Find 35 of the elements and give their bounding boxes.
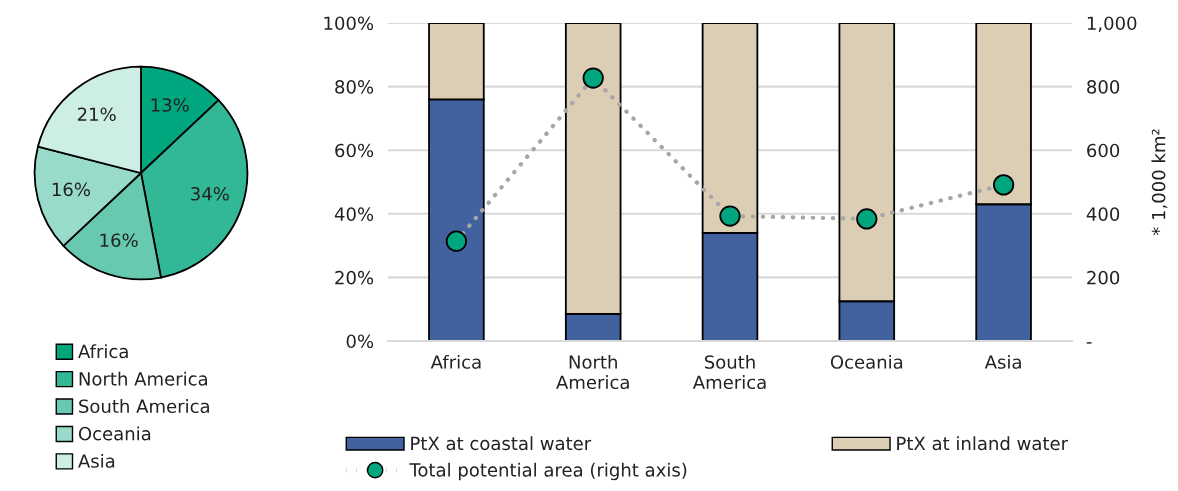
point <box>856 208 878 230</box>
y2-tick-label: 200 <box>1087 270 1120 285</box>
legend-label: Oceania <box>78 426 151 441</box>
y-tick-label: 80% <box>335 80 374 94</box>
y-tick-label: 0% <box>346 334 374 349</box>
data-label: 13% <box>151 98 189 112</box>
x-tick-label: Africa <box>430 354 481 369</box>
data-label: 21% <box>77 107 116 122</box>
legend-label: PtX at inland water <box>897 436 1069 451</box>
y2-tick-label: - <box>1086 342 1092 344</box>
x-tick-label: South America <box>692 354 766 390</box>
y-tick-label: 100% <box>324 16 374 31</box>
y-tick-label: 60% <box>335 143 374 158</box>
x-tick-label: Oceania <box>830 354 903 369</box>
data-label: 16% <box>52 182 90 197</box>
y-tick-label: 40% <box>334 207 374 221</box>
y2-tick-label: 600 <box>1087 143 1120 158</box>
legend-label: Total potential area (right axis) <box>409 462 687 481</box>
y-tick-label: 20% <box>335 270 374 285</box>
y2-tick-label: 800 <box>1087 80 1120 94</box>
point <box>445 230 468 252</box>
legend-label: PtX at coastal water <box>411 436 592 451</box>
data-label: 34% <box>191 186 229 201</box>
legend-label: Asia <box>78 453 115 468</box>
legend-label: Africa <box>78 344 128 359</box>
point <box>992 174 1015 196</box>
x-tick-label: North America <box>556 354 629 390</box>
x-tick-label: Asia <box>984 354 1021 369</box>
y2-tick-label: 1,000 <box>1087 16 1137 32</box>
data-label: 16% <box>100 233 138 248</box>
point <box>719 205 741 227</box>
y2-tick-label: 400 <box>1086 207 1120 221</box>
y2-axis-title: * 1,000 km² <box>1151 129 1168 236</box>
point <box>582 67 604 89</box>
legend-label: South America <box>79 399 209 414</box>
